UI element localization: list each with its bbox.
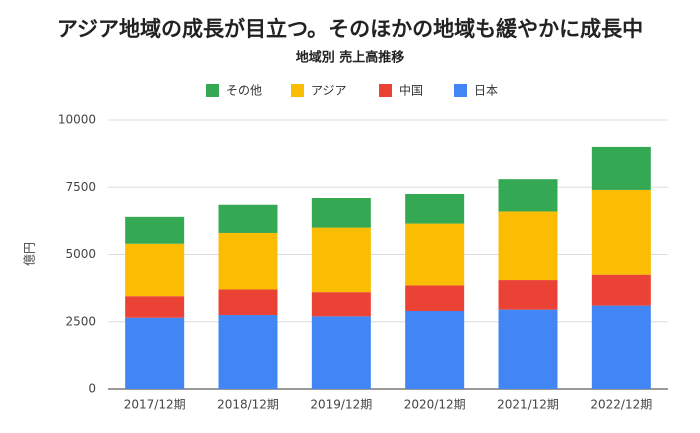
chart-title: アジア地域の成長が目立つ。そのほかの地域も緩やかに成長中 [57, 17, 643, 41]
legend-label: アジア [311, 84, 347, 98]
y-axis-label: 億円 [23, 242, 37, 266]
y-tick-label: 5000 [65, 247, 96, 261]
chart-subtitle: 地域別 売上高推移 [296, 50, 405, 66]
bar-segment [125, 243, 185, 297]
bar-segment [311, 227, 371, 293]
bar-segment [311, 198, 371, 228]
legend-swatch [454, 84, 467, 97]
bar-segment [311, 316, 371, 389]
bar-segment [405, 310, 465, 389]
bar-segment [405, 285, 465, 311]
x-tick-label: 2021/12期 [497, 398, 559, 412]
y-tick-label: 10000 [58, 113, 96, 127]
bar-segment [125, 216, 185, 244]
bar-segment [498, 309, 558, 389]
bar-segment [218, 204, 278, 233]
legend-swatch [291, 84, 304, 97]
y-tick-label: 0 [88, 382, 96, 396]
bar-segment [591, 146, 651, 190]
x-tick-label: 2020/12期 [404, 398, 466, 412]
bar-segment [218, 315, 278, 389]
legend-label: その他 [226, 84, 262, 98]
bar-segment [218, 232, 278, 290]
bar-segment [311, 292, 371, 317]
legend-label: 日本 [474, 84, 498, 98]
x-tick-label: 2018/12期 [217, 398, 279, 412]
bar-segment [405, 223, 465, 286]
bar-segment [498, 211, 558, 281]
bar-segment [591, 274, 651, 306]
bar-segment [125, 296, 185, 318]
bar-segment [591, 189, 651, 275]
bar-segment [498, 280, 558, 310]
bar-segment [591, 305, 651, 389]
y-tick-label: 7500 [65, 180, 96, 194]
bar-segment [405, 193, 465, 224]
bar-segment [218, 289, 278, 316]
legend-label: 中国 [399, 83, 423, 98]
bar-segment [498, 179, 558, 212]
legend-swatch [206, 84, 219, 97]
x-tick-label: 2019/12期 [310, 398, 372, 412]
x-tick-label: 2022/12期 [590, 398, 652, 412]
x-tick-label: 2017/12期 [124, 398, 186, 412]
y-tick-label: 2500 [65, 314, 96, 328]
legend-swatch [379, 84, 392, 97]
bar-segment [125, 317, 185, 389]
